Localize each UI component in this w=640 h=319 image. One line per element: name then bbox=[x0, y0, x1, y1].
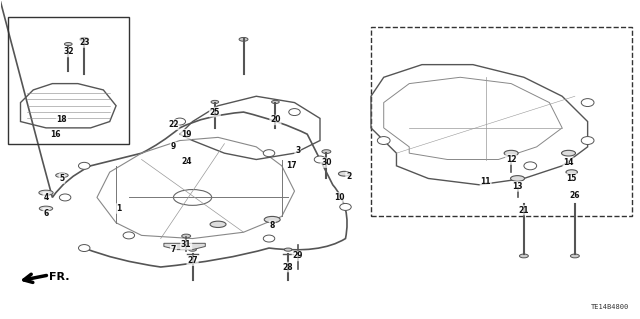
Text: 11: 11 bbox=[481, 177, 491, 186]
Text: 14: 14 bbox=[563, 158, 574, 167]
Ellipse shape bbox=[566, 170, 577, 174]
Ellipse shape bbox=[511, 176, 525, 181]
Ellipse shape bbox=[504, 150, 518, 156]
Text: 7: 7 bbox=[171, 245, 176, 254]
Text: 18: 18 bbox=[56, 115, 67, 124]
Ellipse shape bbox=[520, 254, 529, 258]
Text: 4: 4 bbox=[44, 193, 49, 202]
Text: 2: 2 bbox=[346, 172, 351, 182]
Text: 32: 32 bbox=[63, 48, 74, 56]
Ellipse shape bbox=[173, 189, 212, 205]
Ellipse shape bbox=[174, 118, 186, 125]
Ellipse shape bbox=[210, 221, 226, 227]
Text: 15: 15 bbox=[566, 174, 577, 183]
Text: FR.: FR. bbox=[49, 272, 70, 282]
Text: 21: 21 bbox=[518, 206, 529, 215]
Ellipse shape bbox=[314, 156, 326, 163]
Text: 26: 26 bbox=[570, 191, 580, 200]
Text: 20: 20 bbox=[270, 115, 281, 124]
Bar bbox=[371, 27, 632, 216]
Ellipse shape bbox=[340, 204, 351, 211]
Ellipse shape bbox=[65, 42, 72, 46]
Text: 3: 3 bbox=[295, 145, 300, 154]
Ellipse shape bbox=[339, 171, 350, 176]
Text: 1: 1 bbox=[116, 204, 122, 213]
Text: 10: 10 bbox=[334, 193, 344, 202]
Text: 9: 9 bbox=[171, 142, 176, 151]
Ellipse shape bbox=[211, 100, 219, 104]
Bar bbox=[8, 17, 129, 144]
Text: 23: 23 bbox=[79, 38, 90, 47]
Ellipse shape bbox=[79, 245, 90, 251]
Ellipse shape bbox=[39, 190, 53, 195]
Ellipse shape bbox=[182, 234, 191, 238]
Ellipse shape bbox=[284, 248, 292, 251]
Text: 16: 16 bbox=[51, 130, 61, 139]
Ellipse shape bbox=[79, 162, 90, 169]
Ellipse shape bbox=[289, 108, 300, 115]
Ellipse shape bbox=[123, 232, 134, 239]
Text: 31: 31 bbox=[181, 241, 191, 249]
Ellipse shape bbox=[561, 150, 575, 156]
Text: 28: 28 bbox=[283, 263, 294, 271]
Text: 29: 29 bbox=[292, 251, 303, 260]
Text: 27: 27 bbox=[188, 256, 198, 265]
Ellipse shape bbox=[56, 173, 68, 178]
Text: 5: 5 bbox=[60, 174, 65, 183]
Ellipse shape bbox=[189, 248, 196, 251]
Ellipse shape bbox=[524, 162, 537, 170]
Text: 22: 22 bbox=[168, 120, 179, 129]
Text: 12: 12 bbox=[506, 155, 516, 164]
Ellipse shape bbox=[581, 99, 594, 107]
Text: 6: 6 bbox=[44, 209, 49, 218]
Ellipse shape bbox=[239, 37, 248, 41]
Ellipse shape bbox=[264, 216, 280, 223]
Ellipse shape bbox=[581, 137, 594, 145]
Text: 30: 30 bbox=[321, 158, 332, 167]
Ellipse shape bbox=[60, 194, 71, 201]
Text: 17: 17 bbox=[286, 161, 296, 170]
Ellipse shape bbox=[322, 150, 331, 153]
Text: 8: 8 bbox=[269, 221, 275, 230]
Text: 25: 25 bbox=[210, 108, 220, 116]
PathPatch shape bbox=[164, 243, 205, 250]
Text: TE14B4800: TE14B4800 bbox=[591, 304, 629, 310]
Ellipse shape bbox=[263, 150, 275, 157]
Ellipse shape bbox=[271, 100, 279, 104]
Ellipse shape bbox=[263, 235, 275, 242]
Text: 19: 19 bbox=[181, 130, 191, 139]
Ellipse shape bbox=[39, 206, 52, 211]
Ellipse shape bbox=[80, 37, 89, 41]
Ellipse shape bbox=[570, 254, 579, 258]
Text: 13: 13 bbox=[512, 182, 523, 191]
Ellipse shape bbox=[378, 137, 390, 145]
Text: 24: 24 bbox=[181, 157, 191, 166]
